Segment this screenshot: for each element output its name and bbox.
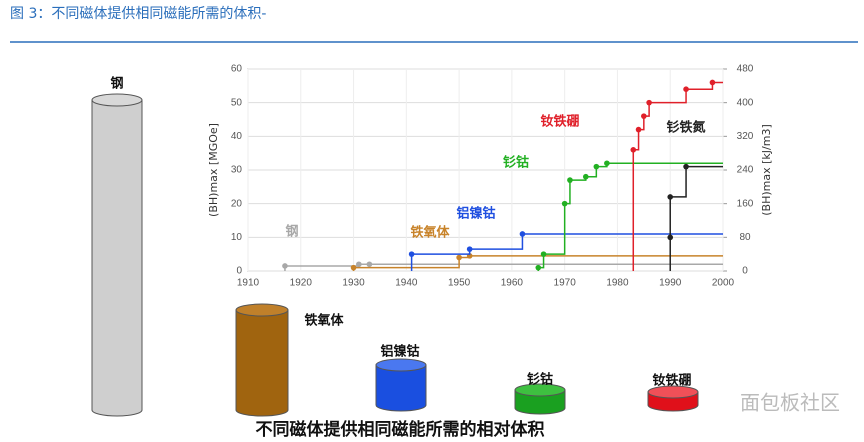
- y2-tick-label: 400: [737, 97, 754, 108]
- cylinder-caption: 不同磁体提供相同磁能所需的相对体积: [256, 419, 545, 440]
- y2-axis-label: (BH)max [kJ/m3]: [760, 124, 773, 215]
- point: [356, 261, 362, 268]
- point: [535, 264, 542, 271]
- point: [582, 173, 589, 180]
- point: [561, 200, 568, 207]
- x-tick-label: 1910: [237, 278, 260, 289]
- point: [540, 251, 547, 257]
- point: [350, 264, 357, 271]
- series-label: 钢: [285, 224, 298, 240]
- cylinder-top: [647, 385, 699, 399]
- x-tick-label: 1970: [554, 278, 577, 289]
- y-tick-label: 60: [231, 64, 243, 75]
- y2-tick-label: 0: [742, 266, 748, 277]
- point: [366, 261, 373, 268]
- x-tick-label: 1930: [342, 278, 365, 289]
- caption: 图 3：不同磁体提供相同磁能所需的体积-: [10, 6, 266, 22]
- y-tick-label: 20: [231, 198, 243, 209]
- cylinder-top: [375, 358, 427, 372]
- point: [667, 194, 674, 200]
- series-label: 钐钴: [503, 155, 529, 171]
- series-label: 钐铁氮: [666, 120, 705, 136]
- series-line: [284, 263, 723, 271]
- point: [641, 113, 647, 119]
- cylinder-top: [91, 93, 143, 107]
- series-line: [537, 162, 723, 271]
- series-label: 铁氧体: [409, 225, 450, 241]
- x-tick-label: 1980: [606, 278, 629, 289]
- x-tick-label: 1960: [501, 278, 524, 289]
- cylinder: [91, 100, 143, 417]
- cylinder: [375, 365, 427, 412]
- x-tick-label: 1950: [448, 278, 471, 289]
- y-tick-label: 0: [236, 266, 242, 277]
- y2-tick-label: 240: [737, 165, 754, 176]
- point: [667, 234, 674, 241]
- y-tick-label: 10: [231, 232, 243, 243]
- x-tick-label: 1920: [290, 278, 313, 289]
- point: [683, 86, 689, 92]
- x-tick-label: 1940: [395, 278, 418, 289]
- cylinder-label: 钐钴: [527, 372, 553, 388]
- cylinder: [235, 310, 289, 417]
- cylinder-label: 铝镍钴: [380, 344, 419, 360]
- y2-tick-label: 80: [739, 232, 751, 243]
- y2-tick-label: 160: [737, 198, 754, 209]
- y2-tick-label: 320: [737, 131, 754, 142]
- cylinder: [514, 390, 566, 415]
- series-label: 钕铁硼: [540, 114, 579, 130]
- cylinder-label: 钢: [110, 76, 123, 92]
- series-label: 铝镍钴: [456, 206, 495, 222]
- cylinder-label: 钕铁硼: [652, 373, 691, 389]
- point: [408, 251, 415, 257]
- point: [709, 79, 716, 86]
- point: [456, 254, 462, 261]
- y-axis-label: (BH)max [MGOe]: [207, 123, 220, 217]
- point: [282, 263, 288, 269]
- y2-tick-label: 480: [737, 64, 754, 75]
- point: [635, 126, 642, 133]
- point: [593, 163, 600, 170]
- point: [466, 246, 473, 252]
- point: [646, 99, 652, 106]
- point: [567, 177, 573, 183]
- series-line: [632, 81, 723, 271]
- y-tick-label: 40: [231, 131, 243, 142]
- y-tick-label: 50: [231, 97, 243, 108]
- y-tick-label: 30: [231, 165, 243, 176]
- cylinder-top: [514, 383, 566, 397]
- series-line: [410, 233, 723, 271]
- x-tick-label: 2000: [712, 278, 735, 289]
- point: [604, 160, 610, 167]
- point: [630, 147, 637, 153]
- point: [519, 231, 526, 237]
- watermark: 面包板社区: [740, 391, 840, 415]
- cylinder-top: [235, 303, 289, 317]
- x-tick-label: 1990: [659, 278, 682, 289]
- point: [683, 163, 689, 170]
- series-line: [669, 165, 723, 271]
- cylinder-label: 铁氧体: [303, 313, 344, 329]
